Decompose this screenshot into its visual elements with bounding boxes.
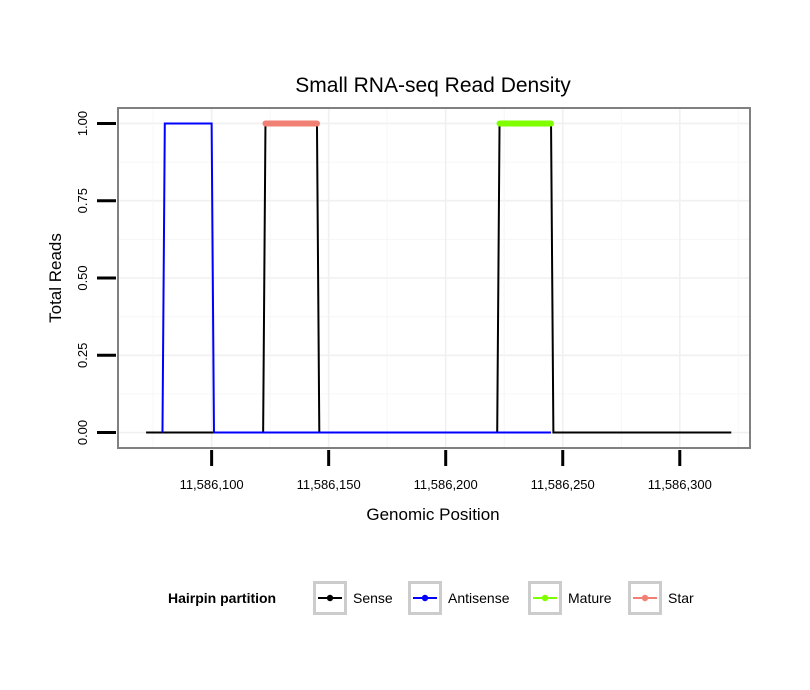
y-tick-label: 0.00	[75, 420, 90, 445]
x-tick-label: 11,586,300	[648, 477, 712, 492]
x-tick-label: 11,586,200	[414, 477, 478, 492]
x-axis-title: Genomic Position	[366, 505, 499, 524]
y-axis-title: Total Reads	[46, 233, 65, 323]
x-tick-label: 11,586,100	[180, 477, 244, 492]
y-tick-label: 0.75	[75, 188, 90, 213]
legend-label: Star	[668, 590, 694, 606]
y-tick-label: 1.00	[75, 111, 90, 136]
legend-item-mature: Mature	[528, 581, 612, 615]
x-tick-label: 11,586,250	[531, 477, 595, 492]
legend-item-sense: Sense	[313, 581, 393, 615]
legend-label: Antisense	[448, 590, 510, 606]
legend-label: Mature	[568, 590, 612, 606]
legend-key-point	[326, 594, 334, 602]
y-tick-label: 0.25	[75, 343, 90, 368]
plot-panel	[117, 107, 751, 449]
series-layer	[146, 120, 732, 434]
legend-item-antisense: Antisense	[408, 581, 510, 615]
axes: 0.00 0.25 0.50 0.75 1.00 11,586,100 11,586,150…	[75, 111, 712, 492]
legend-title: Hairpin partition	[168, 590, 276, 606]
chart-title: Small RNA-seq Read Density	[295, 74, 571, 97]
series-line-antisense	[161, 122, 552, 434]
legend-key-point	[641, 594, 649, 602]
legend-item-star: Star	[628, 581, 694, 615]
legend: Hairpin partition Sense Antisense Mature St…	[168, 581, 694, 615]
grid	[118, 108, 750, 448]
x-tick-label: 11,586,150	[297, 477, 361, 492]
y-tick-label: 0.50	[75, 265, 90, 290]
legend-key-point	[541, 594, 549, 602]
legend-key-point	[421, 594, 429, 602]
legend-label: Sense	[353, 590, 393, 606]
